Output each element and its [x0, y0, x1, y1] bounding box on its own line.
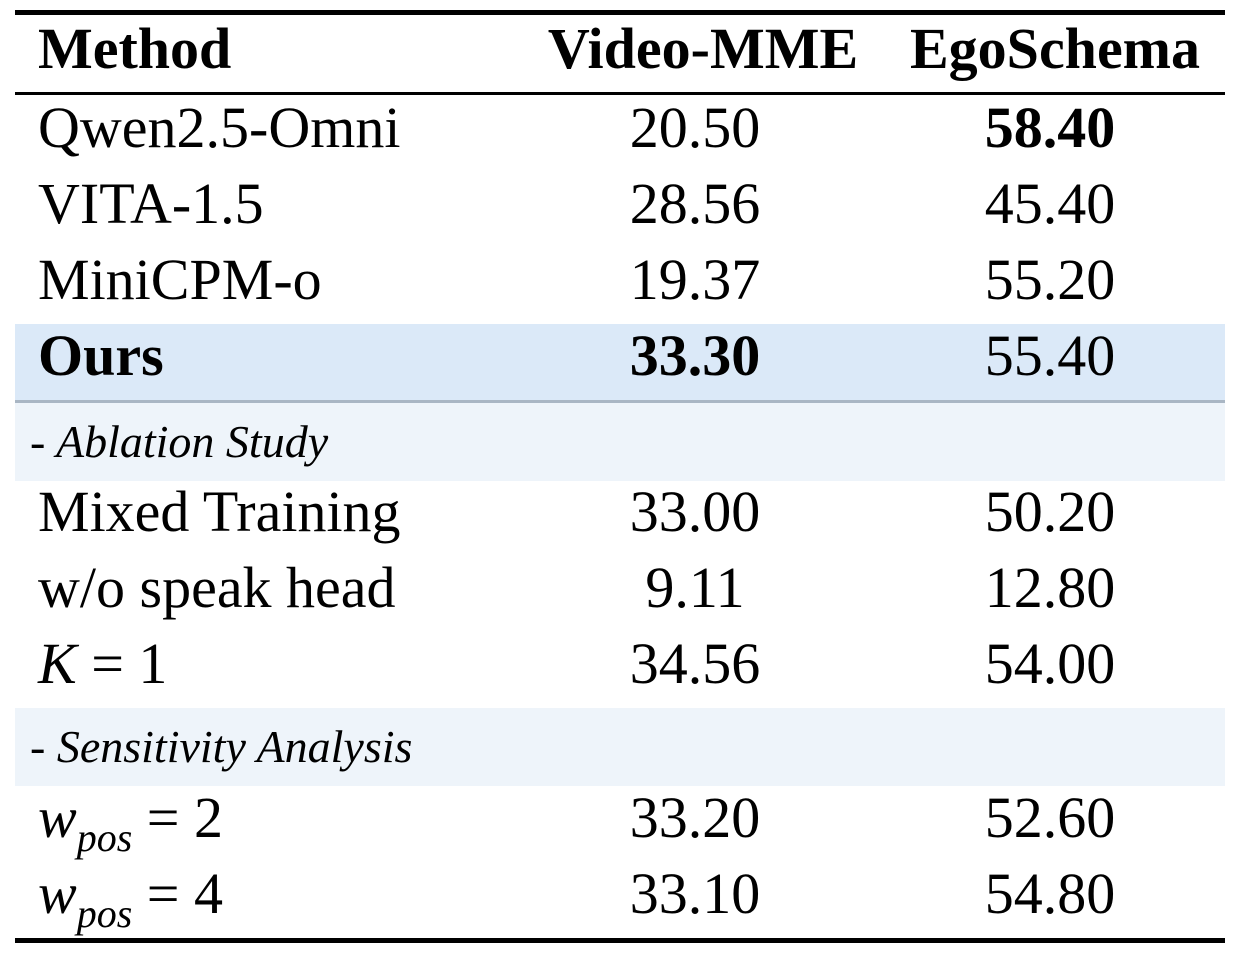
- video-mme-cell: 19.37: [629, 247, 761, 312]
- video-mme-cell: 34.56: [629, 631, 761, 696]
- top-rule: [15, 10, 1225, 15]
- math-equation: = 1: [76, 631, 168, 696]
- video-mme-cell: 28.56: [629, 171, 761, 236]
- egoschema-cell: 12.80: [984, 555, 1116, 620]
- section-ablation-study: - Ablation Study: [15, 403, 1225, 481]
- math-equation: = 4: [132, 861, 223, 926]
- method-cell: K = 1: [38, 626, 167, 702]
- table-row: VITA-1.5 28.56 45.40: [15, 166, 1225, 242]
- bottom-rule: [15, 938, 1225, 943]
- header-rule: [15, 92, 1225, 95]
- header-row: Method Video-MME EgoSchema: [15, 10, 1225, 88]
- table-row: Qwen2.5-Omni 20.50 58.40: [15, 90, 1225, 166]
- method-cell: Ours: [38, 323, 164, 388]
- video-mme-cell: 33.10: [629, 861, 761, 926]
- math-variable: w: [38, 861, 77, 926]
- math-subscript: pos: [76, 815, 133, 860]
- table-row: MiniCPM-o 19.37 55.20: [15, 242, 1225, 318]
- video-mme-cell: 33.20: [629, 785, 761, 850]
- video-mme-cell: 20.50: [629, 95, 761, 160]
- method-cell: MiniCPM-o: [38, 247, 322, 312]
- header-video-mme: Video-MME: [547, 16, 859, 81]
- egoschema-cell: 45.40: [984, 171, 1116, 236]
- header-egoschema: EgoSchema: [910, 16, 1200, 81]
- math-variable: w: [38, 785, 77, 850]
- video-mme-cell: 9.11: [645, 555, 745, 620]
- section-sensitivity-analysis: - Sensitivity Analysis: [15, 708, 1225, 786]
- video-mme-cell: 33.30: [629, 323, 761, 388]
- table-row: wpos = 4 33.10 54.80: [15, 856, 1225, 936]
- egoschema-cell: 58.40: [984, 95, 1116, 160]
- header-method: Method: [38, 16, 232, 81]
- table-row: K = 1 34.56 54.00: [15, 626, 1225, 702]
- math-variable: K: [38, 631, 77, 696]
- highlighted-row-ours: Ours 33.30 55.40: [15, 323, 1225, 403]
- table-row: wpos = 2 33.20 52.60: [15, 780, 1225, 860]
- method-cell: VITA-1.5: [38, 171, 264, 236]
- egoschema-cell: 55.40: [984, 323, 1116, 388]
- method-cell: Qwen2.5-Omni: [38, 95, 401, 160]
- section-title: - Sensitivity Analysis: [30, 721, 413, 772]
- table-row: Mixed Training 33.00 50.20: [15, 474, 1225, 550]
- math-subscript: pos: [76, 891, 133, 936]
- egoschema-cell: 54.00: [984, 631, 1116, 696]
- egoschema-cell: 55.20: [984, 247, 1116, 312]
- math-equation: = 2: [132, 785, 223, 850]
- video-mme-cell: 33.00: [629, 479, 761, 544]
- section-title: - Ablation Study: [30, 416, 329, 467]
- method-cell: wpos = 2: [38, 780, 223, 862]
- method-cell: Mixed Training: [38, 479, 401, 544]
- method-cell: w/o speak head: [38, 555, 396, 620]
- method-cell: wpos = 4: [38, 856, 223, 938]
- table-row: w/o speak head 9.11 12.80: [15, 550, 1225, 626]
- egoschema-cell: 50.20: [984, 479, 1116, 544]
- egoschema-cell: 54.80: [984, 861, 1116, 926]
- egoschema-cell: 52.60: [984, 785, 1116, 850]
- results-table: Method Video-MME EgoSchema Qwen2.5-Omni …: [15, 0, 1225, 954]
